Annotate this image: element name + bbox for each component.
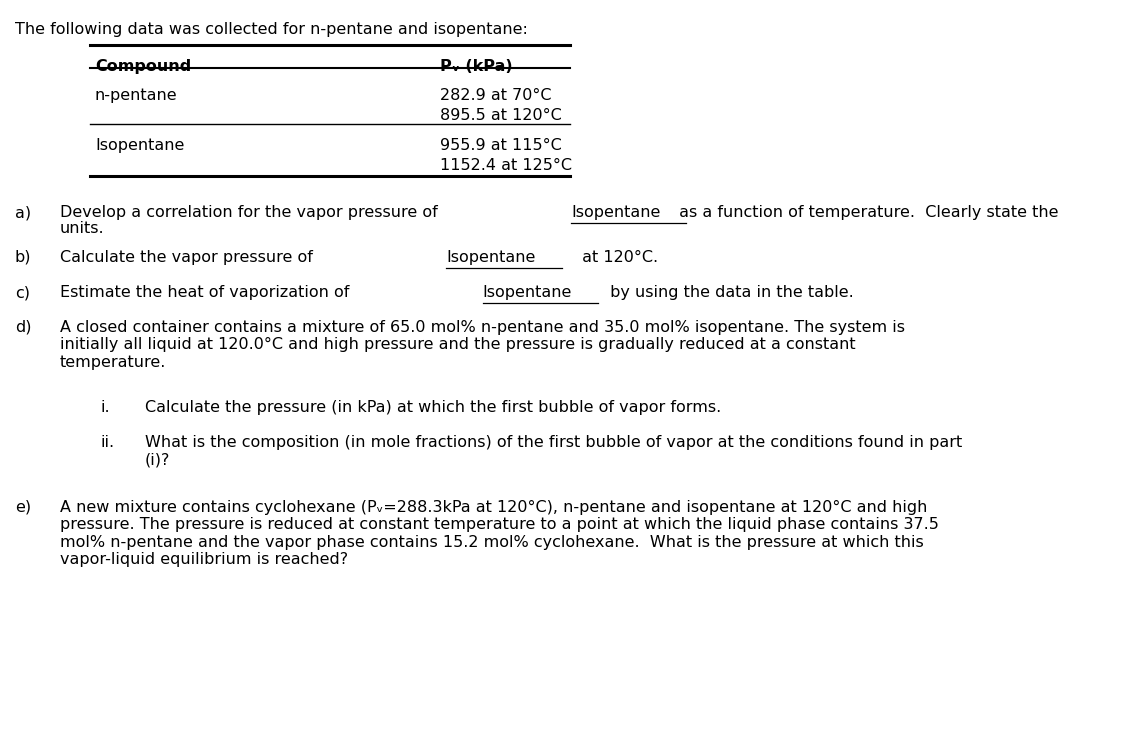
Text: Isopentane: Isopentane — [447, 250, 535, 265]
Text: c): c) — [15, 285, 29, 300]
Text: Calculate the pressure (in kPa) at which the first bubble of vapor forms.: Calculate the pressure (in kPa) at which… — [145, 400, 721, 415]
Text: by using the data in the table.: by using the data in the table. — [606, 285, 854, 300]
Text: a): a) — [15, 205, 31, 220]
Text: Pᵥ (kPa): Pᵥ (kPa) — [440, 59, 513, 74]
Text: 1152.4 at 125°C: 1152.4 at 125°C — [440, 158, 572, 173]
Text: Isopentane: Isopentane — [572, 205, 660, 220]
Text: e): e) — [15, 500, 31, 515]
Text: The following data was collected for n-pentane and isopentane:: The following data was collected for n-p… — [15, 22, 527, 37]
Text: 895.5 at 120°C: 895.5 at 120°C — [440, 108, 561, 123]
Text: Calculate the vapor pressure of: Calculate the vapor pressure of — [60, 250, 318, 265]
Text: Isopentane: Isopentane — [95, 138, 185, 153]
Text: Estimate the heat of vaporization of: Estimate the heat of vaporization of — [60, 285, 355, 300]
Text: units.: units. — [60, 221, 104, 236]
Text: A new mixture contains cyclohexane (Pᵥ=288.3kPa at 120°C), n-pentane and isopent: A new mixture contains cyclohexane (Pᵥ=2… — [60, 500, 939, 567]
Text: 282.9 at 70°C: 282.9 at 70°C — [440, 88, 551, 103]
Text: A closed container contains a mixture of 65.0 mol% n-pentane and 35.0 mol% isope: A closed container contains a mixture of… — [60, 320, 905, 370]
Text: i.: i. — [100, 400, 110, 415]
Text: ii.: ii. — [100, 435, 115, 450]
Text: n-pentane: n-pentane — [95, 88, 178, 103]
Text: d): d) — [15, 320, 32, 335]
Text: at 120°C.: at 120°C. — [577, 250, 658, 265]
Text: What is the composition (in mole fractions) of the first bubble of vapor at the : What is the composition (in mole fractio… — [145, 435, 963, 467]
Text: Isopentane: Isopentane — [483, 285, 573, 300]
Text: b): b) — [15, 250, 32, 265]
Text: as a function of temperature.  Clearly state the: as a function of temperature. Clearly st… — [674, 205, 1058, 220]
Text: 955.9 at 115°C: 955.9 at 115°C — [440, 138, 561, 153]
Text: Develop a correlation for the vapor pressure of: Develop a correlation for the vapor pres… — [60, 205, 443, 220]
Text: Compound: Compound — [95, 59, 192, 74]
